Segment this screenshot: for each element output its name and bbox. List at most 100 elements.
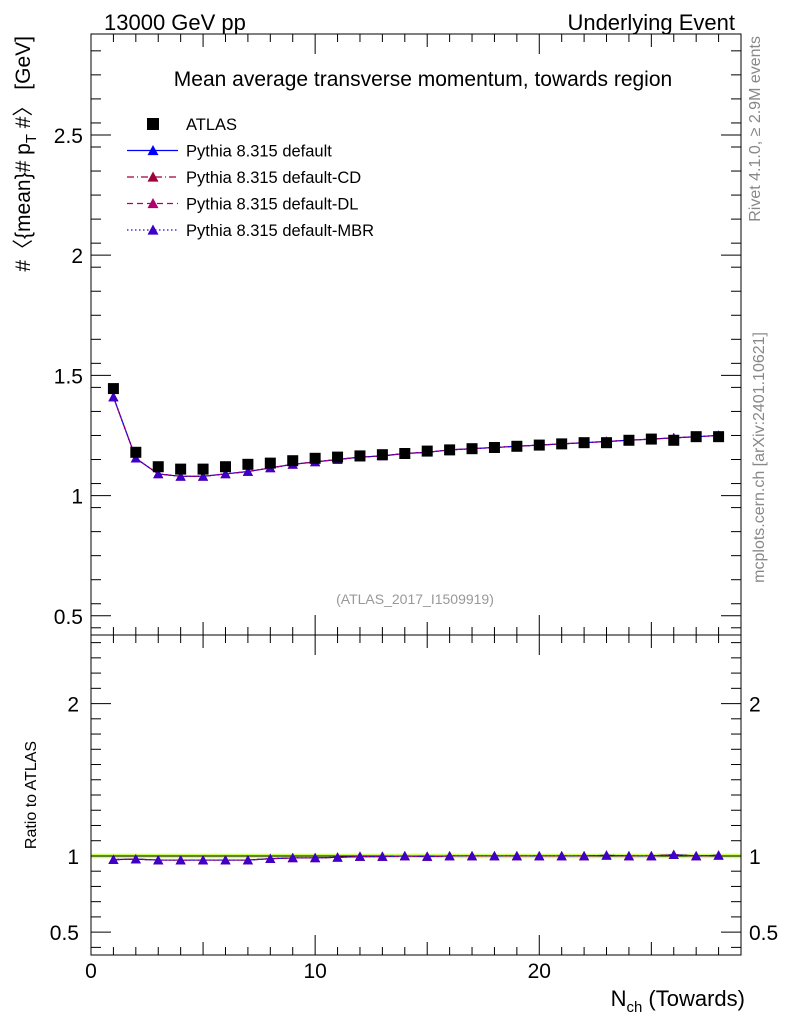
ratio-series-line — [113, 854, 719, 861]
atlas-data-point — [713, 431, 725, 443]
atlas-data-point — [130, 446, 142, 458]
legend-label: Pythia 8.315 default-CD — [186, 169, 361, 187]
main-data-points — [107, 383, 725, 475]
atlas-data-point — [152, 461, 164, 473]
ratio-panel: Ratio to ATLAS Nch (Towards) 0.5 0.51 12 20… — [23, 634, 778, 1016]
ratio-series-marker — [354, 851, 365, 861]
atlas-data-point — [197, 463, 209, 475]
ratio-series-marker — [242, 855, 253, 865]
ratio-series-marker — [175, 855, 186, 865]
atlas-data-point — [556, 438, 568, 450]
atlas-data-point — [354, 450, 366, 462]
ratio-series-marker — [108, 854, 119, 864]
ratio-series-marker — [130, 854, 141, 864]
main-y-tick-label: 1.5 — [54, 365, 83, 388]
atlas-data-point — [242, 458, 254, 470]
ratio-series-marker — [198, 855, 209, 865]
atlas-data-point — [533, 439, 545, 451]
main-y-tick-label: 2 — [71, 245, 83, 268]
legend-label: ATLAS — [186, 116, 237, 134]
ratio-y-tick-label-right: 1 — [749, 846, 761, 869]
x-tick-label: 10 — [303, 960, 326, 983]
atlas-data-point — [578, 437, 590, 449]
ratio-series-marker — [713, 850, 724, 860]
atlas-data-point — [421, 445, 433, 457]
atlas-data-point — [399, 447, 411, 459]
main-y-tick-label: 1 — [71, 486, 83, 509]
ratio-y-tick-label-right: 2 — [749, 694, 761, 717]
main-y-tick-label: 2.5 — [54, 125, 83, 148]
mcplots-label: mcplots.cern.ch [arXiv:2401.10621] — [751, 332, 768, 583]
atlas-data-point — [466, 443, 478, 455]
ratio-axis-ticks: 0.5 0.51 12 20 10 20 — [50, 635, 778, 983]
ratio-series-marker — [601, 850, 612, 860]
series-marker — [130, 453, 141, 463]
ratio-series-marker — [310, 852, 321, 863]
series-marker — [198, 471, 209, 481]
atlas-data-point — [264, 457, 276, 469]
main-panel: Mean average transverse momentum, toward… — [12, 33, 742, 636]
series-marker — [108, 392, 119, 402]
legend-label: Pythia 8.315 default-DL — [186, 196, 358, 214]
legend-marker — [147, 224, 159, 235]
atlas-data-point — [601, 437, 613, 449]
atlas-data-point — [668, 434, 680, 446]
series-line — [112, 396, 719, 477]
ratio-series-marker — [534, 850, 545, 861]
atlas-data-point — [287, 455, 299, 467]
ratio-model-lines — [108, 849, 724, 865]
ratio-series-marker — [422, 851, 433, 861]
legend-marker — [147, 171, 159, 182]
series-marker — [153, 468, 164, 479]
atlas-data-point — [376, 449, 388, 461]
x-tick-label: 0 — [85, 960, 97, 983]
ratio-plot-frame — [90, 634, 742, 956]
header-analysis-label: Underlying Event — [567, 10, 735, 35]
ratio-series-marker — [467, 850, 478, 861]
legend-label: Pythia 8.315 default — [186, 143, 332, 161]
ratio-y-tick-label: 2 — [67, 694, 79, 717]
atlas-data-point — [444, 444, 456, 456]
main-y-axis-label: #〈{mean}# pT #〉 [GeV] — [12, 36, 40, 272]
ratio-series-marker — [444, 850, 455, 861]
atlas-data-point — [107, 383, 119, 395]
watermark-label: (ATLAS_2017_I1509919) — [336, 591, 494, 607]
atlas-data-point — [309, 452, 321, 464]
rivet-version-label: Rivet 4.1.0, ≥ 2.9M events — [747, 36, 764, 222]
series-marker — [175, 471, 186, 481]
ratio-y-tick-label: 0.5 — [50, 922, 79, 945]
legend-label: Pythia 8.315 default-MBR — [186, 222, 374, 240]
ratio-series-marker — [556, 850, 567, 861]
ratio-y-tick-label-right: 0.5 — [749, 922, 778, 945]
x-tick-label: 20 — [528, 960, 551, 983]
series-line — [112, 396, 719, 477]
legend-marker — [147, 145, 159, 156]
ratio-series-marker — [265, 853, 276, 863]
ratio-series-marker — [489, 850, 500, 861]
ratio-y-tick-label: 1 — [67, 846, 79, 869]
atlas-data-point — [332, 451, 344, 463]
series-marker — [220, 468, 231, 479]
ratio-series-marker — [153, 855, 164, 865]
main-axis-ticks: 0.5 1 1.5 2 2.5 — [54, 34, 742, 635]
main-plot-title: Mean average transverse momentum, toward… — [174, 68, 672, 91]
x-axis-label: Nch (Towards) — [611, 986, 745, 1016]
ratio-series-marker — [579, 850, 590, 861]
ratio-y-axis-label: Ratio to ATLAS — [23, 741, 40, 849]
header-energy-label: 13000 GeV pp — [104, 10, 246, 35]
ratio-series-marker — [646, 850, 657, 861]
ratio-series-marker — [511, 850, 522, 861]
ratio-series-marker — [220, 855, 231, 865]
main-y-tick-label: 0.5 — [54, 606, 83, 629]
legend: ATLAS Pythia 8.315 default Pythia 8.315 de… — [127, 116, 374, 240]
ratio-series-marker — [377, 851, 388, 861]
ratio-series-marker — [332, 852, 343, 862]
ratio-series-marker — [287, 852, 298, 863]
ratio-series-marker — [691, 850, 702, 861]
ratio-series-marker — [623, 850, 634, 861]
legend-marker — [147, 198, 159, 209]
legend-marker — [147, 118, 159, 130]
atlas-data-point — [488, 441, 500, 453]
ratio-series-marker — [668, 849, 679, 859]
